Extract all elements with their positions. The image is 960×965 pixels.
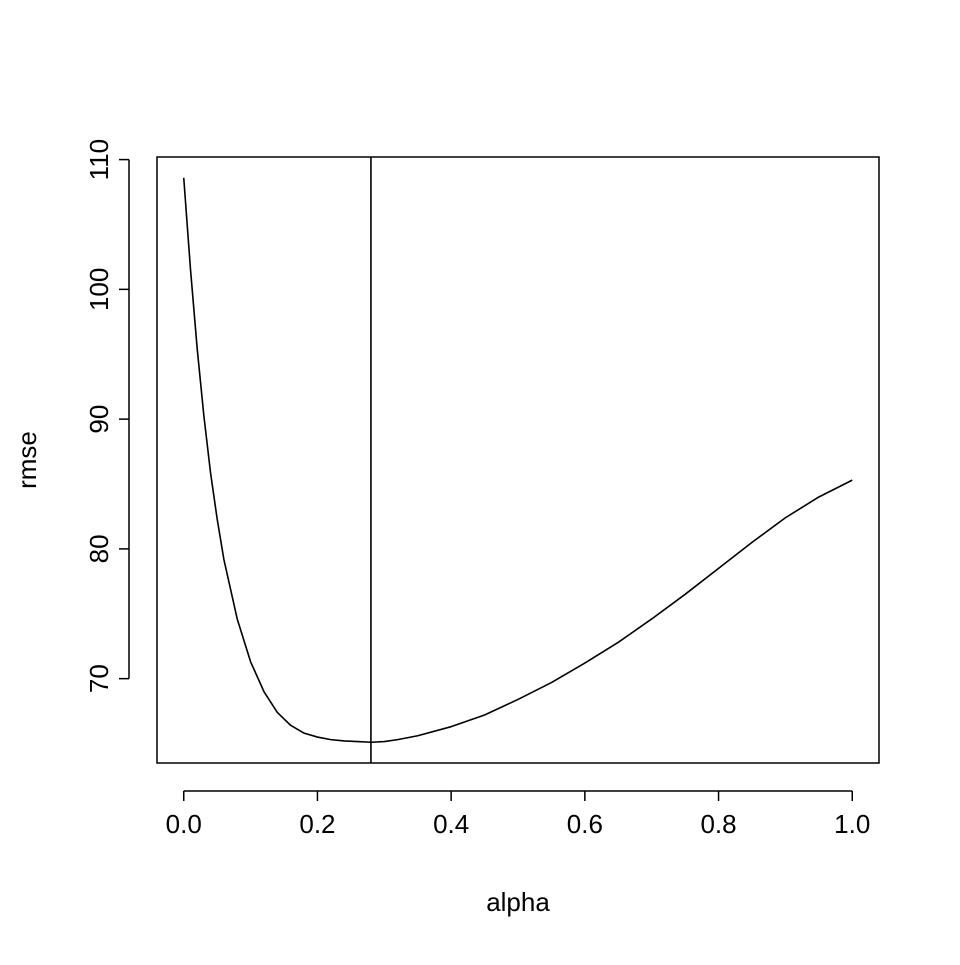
series-layer: [182, 177, 853, 744]
series-line: [182, 177, 853, 744]
x-tick-label: 0.8: [700, 809, 736, 839]
plot-frame: [156, 156, 880, 764]
y-tick-label: 100: [84, 268, 114, 311]
y-tick-label: 70: [84, 664, 114, 693]
x-tick-label: 1.0: [834, 809, 870, 839]
x-tick-label: 0.6: [567, 809, 603, 839]
x-axis: 0.0 0.2 0.4 0.6 0.8 1.0: [166, 790, 870, 839]
x-tick-label: 0.2: [299, 809, 335, 839]
y-axis-title: rmse: [12, 431, 42, 489]
y-tick-label: 110: [84, 139, 114, 180]
y-tick-label: 80: [84, 534, 114, 563]
y-axis: 70 80 90 100 110: [84, 139, 130, 693]
x-axis-title: alpha: [486, 887, 550, 917]
y-tick-label: 90: [84, 405, 114, 434]
x-tick-label: 0.0: [166, 809, 202, 839]
x-tick-label: 0.4: [433, 809, 469, 839]
